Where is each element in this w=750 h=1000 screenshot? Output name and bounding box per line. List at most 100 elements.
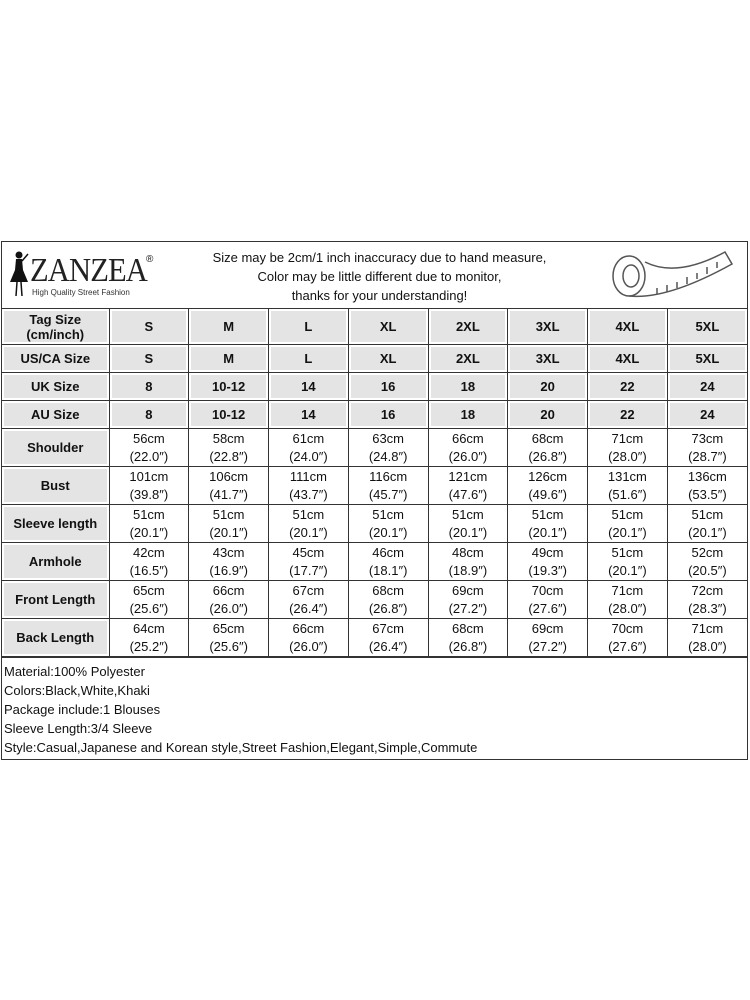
inch-value: (26.4″)	[368, 638, 408, 654]
measurement-cell: 64cm (25.2″)	[108, 618, 190, 657]
cm-value: 126cm	[528, 468, 568, 484]
inch-value: (39.8″)	[129, 486, 169, 502]
product-notes: Material:100% Polyester Colors:Black,Whi…	[2, 657, 747, 759]
brand-name: ZANZEA	[30, 252, 148, 289]
cm-value: 64cm	[132, 620, 165, 636]
measurement-cell: 68cm (26.8″)	[507, 428, 588, 467]
size-cell: 2XL	[427, 309, 509, 345]
cm-value: 49cm	[531, 544, 564, 560]
cm-value: 51cm	[451, 506, 484, 522]
inch-value: (45.7″)	[368, 486, 408, 502]
cm-value: 51cm	[292, 506, 325, 522]
inch-value: (20.1″)	[608, 524, 647, 540]
registered-mark: ®	[146, 254, 154, 265]
cm-value: 101cm	[129, 468, 169, 484]
cm-value: 46cm	[372, 544, 405, 560]
measurement-cell: 56cm (22.0″)	[108, 428, 190, 467]
cm-value: 67cm	[372, 620, 405, 636]
note-material: Material:100% Polyester	[4, 664, 145, 679]
measurement-cell: 49cm (19.3″)	[507, 542, 588, 581]
inch-value: (20.1″)	[688, 524, 727, 540]
inch-value: (16.9″)	[209, 562, 248, 578]
brand-logo: ZANZEA ® High Quality Street Fashion	[8, 250, 158, 300]
size-row: Tag Size (cm/inch) S M L XL 2XL 3XL 4XL 5XL	[2, 309, 747, 345]
inch-value: (26.8″)	[448, 638, 488, 654]
measurement-cell: 51cm (20.1″)	[587, 542, 668, 581]
inch-value: (28.7″)	[688, 448, 727, 464]
inch-value: (25.6″)	[209, 638, 248, 654]
cm-value: 70cm	[531, 582, 564, 598]
cm-value: 56cm	[132, 430, 165, 446]
inch-value: (20.1″)	[368, 524, 408, 540]
size-row: AU Size 8 10-12 14 16 18 20 22 24	[2, 400, 747, 429]
size-cell: 3XL	[507, 344, 588, 373]
measurement-cell: 45cm (17.7″)	[268, 542, 349, 581]
size-table: Tag Size (cm/inch) S M L XL 2XL 3XL 4XL 5XL US/CA…	[2, 309, 747, 657]
inch-value: (24.8″)	[368, 448, 408, 464]
cm-value: 51cm	[132, 506, 165, 522]
size-cell: 5XL	[666, 309, 747, 345]
size-row: UK Size 8 10-12 14 16 18 20 22 24	[2, 372, 747, 401]
size-cell: 16	[347, 372, 429, 401]
measurement-cell: 51cm (20.1″)	[587, 504, 668, 543]
measurement-cell: 126cm (49.6″)	[507, 466, 588, 505]
measurement-cell: 51cm (20.1″)	[666, 504, 747, 543]
measurement-row: Back Length 64cm (25.2″) 65cm (25.6″) 66cm (26…	[2, 618, 747, 657]
cm-value: 66cm	[292, 620, 325, 636]
measurement-cell: 67cm (26.4″)	[347, 618, 429, 657]
inch-value: (28.0″)	[608, 448, 647, 464]
measurement-cell: 65cm (25.6″)	[108, 580, 190, 619]
cm-value: 69cm	[531, 620, 564, 636]
cm-value: 70cm	[611, 620, 644, 636]
cm-value: 131cm	[607, 468, 647, 484]
measurement-cell: 136cm (53.5″)	[666, 466, 747, 505]
inch-value: (22.0″)	[129, 448, 169, 464]
measurement-cell: 71cm (28.0″)	[587, 428, 668, 467]
size-cell: M	[188, 344, 269, 373]
measurement-cell: 68cm (26.8″)	[427, 618, 509, 657]
cm-value: 51cm	[611, 544, 644, 560]
size-chart: ZANZEA ® High Quality Street Fashion Siz…	[1, 241, 748, 760]
measurement-cell: 51cm (20.1″)	[188, 504, 269, 543]
cm-value: 73cm	[691, 430, 724, 446]
size-cell: 2XL	[427, 344, 509, 373]
inch-value: (24.0″)	[289, 448, 328, 464]
cm-value: 48cm	[451, 544, 484, 560]
size-cell: 16	[347, 400, 429, 429]
inch-value: (41.7″)	[209, 486, 248, 502]
cm-value: 121cm	[448, 468, 488, 484]
cm-value: 66cm	[212, 582, 245, 598]
measurement-cell: 63cm (24.8″)	[347, 428, 429, 467]
row-label: Armhole	[2, 542, 110, 581]
measurement-cell: 72cm (28.3″)	[666, 580, 747, 619]
cm-value: 106cm	[209, 468, 249, 484]
measurement-cell: 111cm (43.7″)	[268, 466, 349, 505]
inch-value: (27.6″)	[528, 600, 567, 616]
measurement-cell: 131cm (51.6″)	[587, 466, 668, 505]
cm-value: 45cm	[292, 544, 325, 560]
measuring-tape-icon	[612, 250, 734, 298]
size-cell: 24	[666, 372, 747, 401]
cm-value: 69cm	[451, 582, 484, 598]
inch-value: (20.1″)	[448, 524, 488, 540]
cm-value: 58cm	[212, 430, 245, 446]
cm-value: 67cm	[292, 582, 325, 598]
inch-value: (25.6″)	[129, 600, 169, 616]
notice-line: Size may be 2cm/1 inch inaccuracy due to…	[212, 250, 547, 265]
inch-value: (26.4″)	[289, 600, 328, 616]
measurement-cell: 121cm (47.6″)	[427, 466, 509, 505]
measurement-row: Shoulder 56cm (22.0″) 58cm (22.8″) 61cm (24.0″…	[2, 428, 747, 467]
measurement-cell: 73cm (28.7″)	[666, 428, 747, 467]
row-label: UK Size	[2, 372, 110, 401]
size-cell: L	[268, 309, 349, 345]
inch-value: (20.1″)	[209, 524, 248, 540]
inch-value: (26.0″)	[448, 448, 488, 464]
inch-value: (51.6″)	[608, 486, 647, 502]
cm-value: 68cm	[372, 582, 405, 598]
row-label: AU Size	[2, 400, 110, 429]
size-cell: 10-12	[188, 400, 269, 429]
row-label: Shoulder	[2, 428, 110, 467]
size-cell: 8	[108, 372, 190, 401]
notice-line: thanks for your understanding!	[291, 288, 468, 303]
inch-value: (17.7″)	[289, 562, 328, 578]
